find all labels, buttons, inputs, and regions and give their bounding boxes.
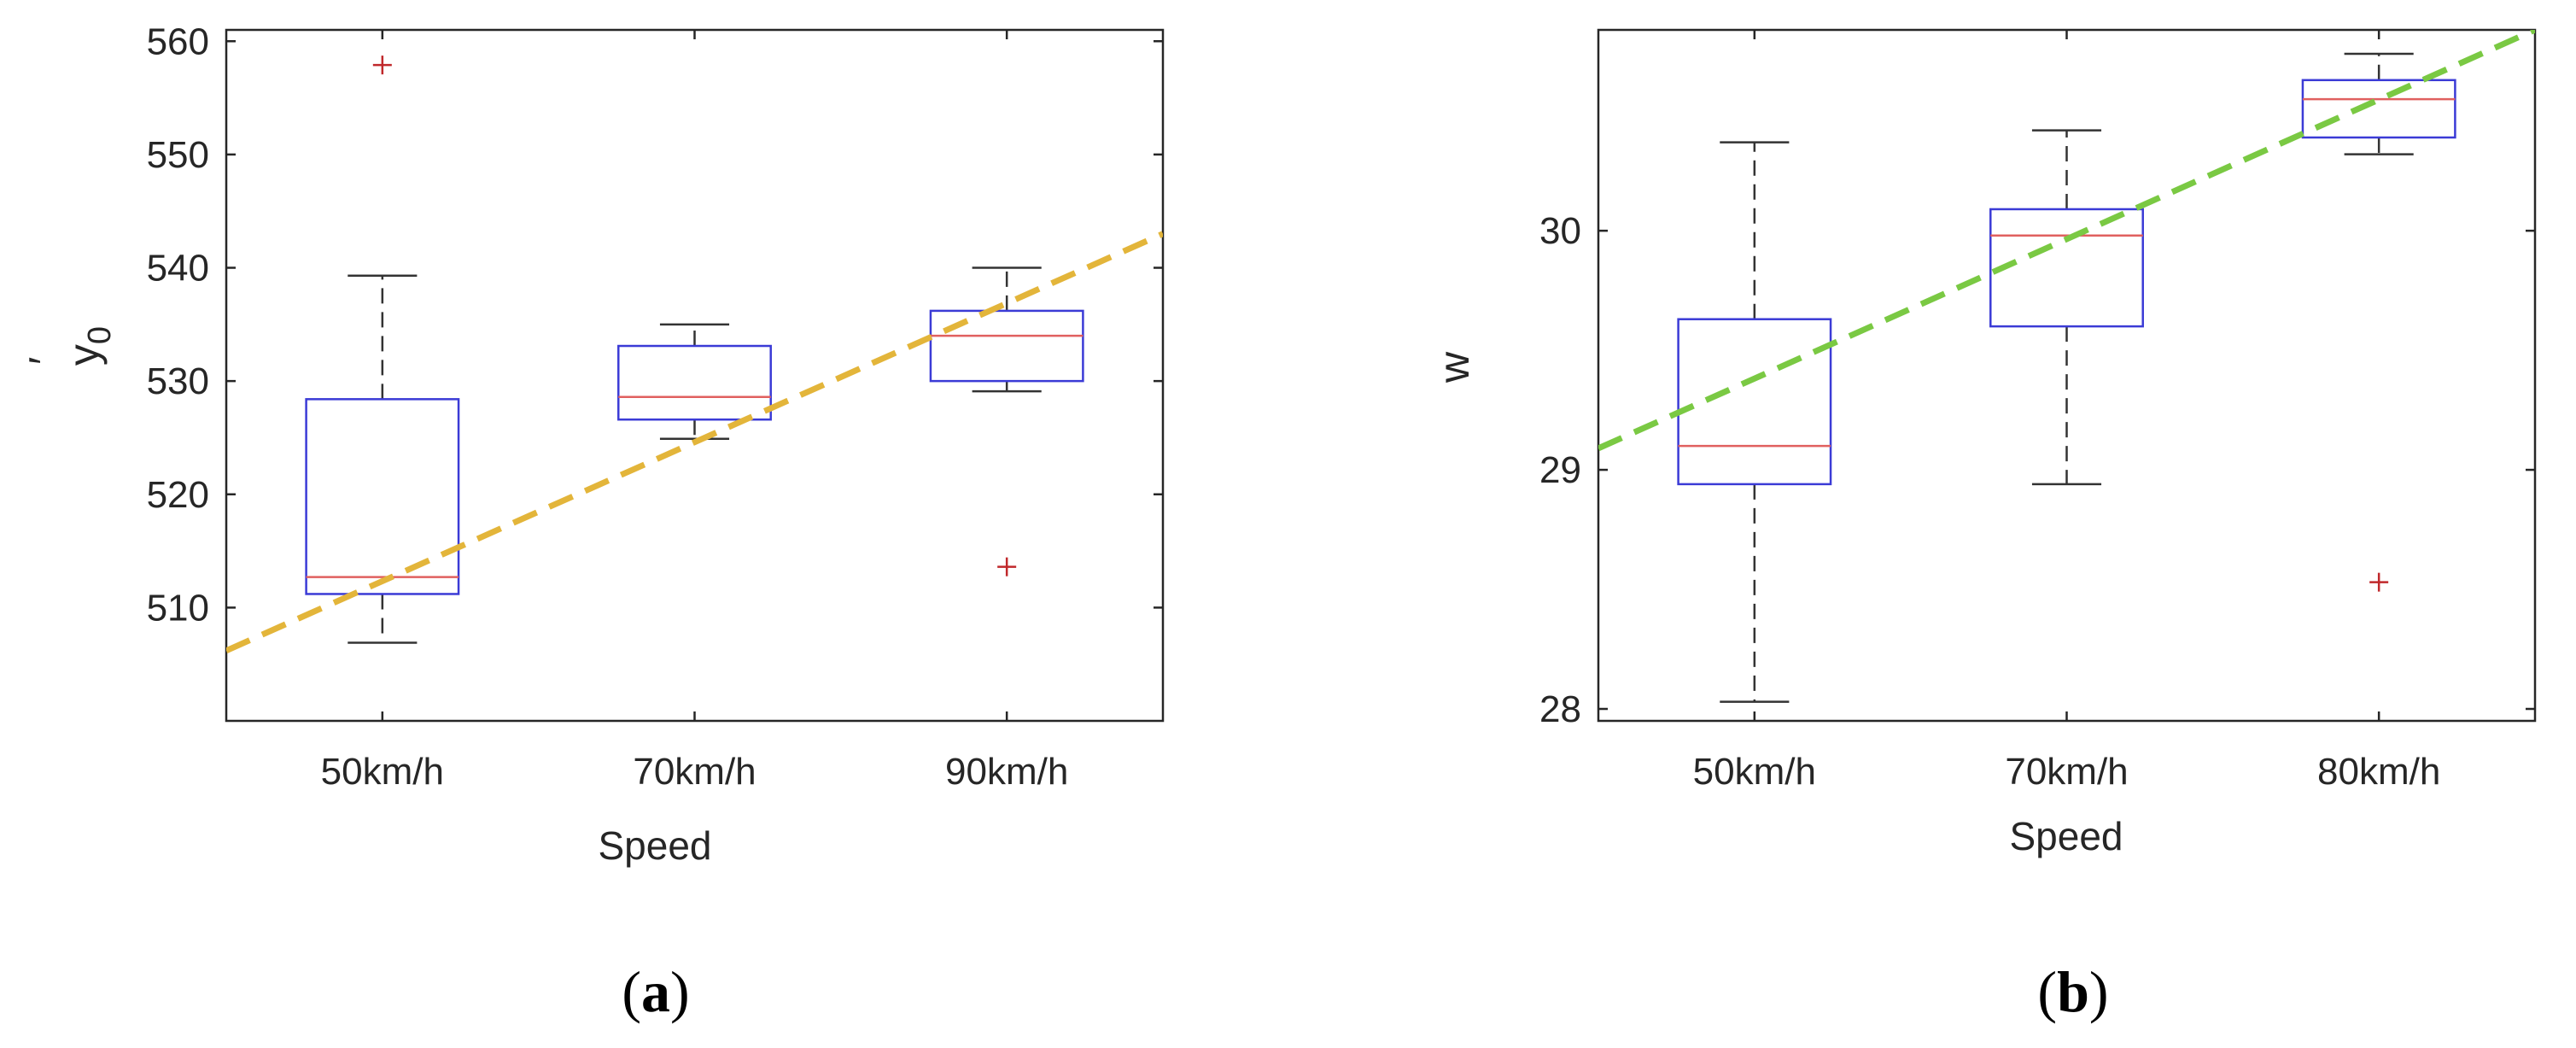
x-tick-labels-a: 50km/h 70km/h 90km/h — [321, 751, 1069, 793]
box-b-0 — [1677, 141, 1832, 703]
ticks-a — [226, 30, 1163, 721]
box-a-0 — [305, 56, 460, 644]
y-tick-label-a-1: 520 — [147, 474, 209, 516]
x-tick-label-b-1: 70km/h — [2005, 751, 2128, 793]
x-axis-title-b: Speed — [2009, 814, 2123, 858]
x-tick-label-a-1: 70km/h — [633, 751, 756, 793]
box-a-2 — [929, 266, 1084, 577]
x-tick-labels-b: 50km/h 70km/h 80km/h — [1693, 751, 2441, 793]
iqr-box-b-0 — [1677, 318, 1832, 486]
ticks-b — [1598, 30, 2535, 721]
iqr-box-a-1 — [617, 344, 772, 421]
y-axis-title-a: y0 ′ — [20, 326, 118, 366]
x-tick-label-b-0: 50km/h — [1693, 751, 1816, 793]
boxes-a — [305, 56, 1084, 644]
box-b-1 — [1989, 129, 2144, 486]
y-tick-label-a-3: 540 — [147, 248, 209, 290]
x-tick-label-b-2: 80km/h — [2317, 751, 2440, 793]
y-axis-title-b: w — [1430, 351, 1478, 383]
outlier-a-0-0 — [372, 56, 392, 75]
y-tick-labels-a: 510 520 530 540 550 560 — [147, 20, 209, 629]
iqr-box-a-2 — [929, 309, 1084, 383]
y-axis-title-a-prime: ′ — [20, 357, 68, 365]
trend-b — [1598, 30, 2535, 452]
chart-panel-b: 28 29 30 50km/h 70km/h 80km/h Speed w (b) — [1430, 28, 2537, 1024]
svg-text:w: w — [1430, 351, 1478, 383]
panel-label-b: (b) — [2037, 959, 2108, 1024]
plot-frame-a — [225, 28, 1165, 723]
y-tick-label-a-0: 510 — [147, 587, 209, 629]
trend-line-b — [1598, 30, 2535, 452]
y-tick-label-b-2: 30 — [1539, 210, 1581, 252]
boxes-b — [1677, 52, 2456, 703]
y-tick-label-b-0: 28 — [1539, 688, 1581, 730]
iqr-box-b-2 — [2301, 79, 2456, 139]
x-axis-title-a: Speed — [598, 823, 711, 868]
x-tick-label-a-0: 50km/h — [321, 751, 444, 793]
y-tick-label-b-1: 29 — [1539, 449, 1581, 491]
iqr-box-b-1 — [1989, 208, 2144, 328]
outlier-a-2-0 — [997, 557, 1017, 577]
y-tick-labels-b: 28 29 30 — [1539, 210, 1581, 730]
y-axis-title-a-subscript: 0 — [82, 326, 118, 344]
y-tick-label-a-2: 530 — [147, 360, 209, 402]
svg-text:y0: y0 — [60, 326, 118, 366]
x-tick-label-a-2: 90km/h — [945, 751, 1068, 793]
y-tick-label-a-5: 560 — [147, 20, 209, 62]
outlier-b-2-0 — [2369, 572, 2389, 592]
chart-panel-a: 510 520 530 540 550 560 50km/h 70km/h 90km/h Sp… — [20, 20, 1165, 1024]
panel-label-a: (a) — [622, 959, 689, 1024]
trend-a — [226, 231, 1163, 653]
trend-line-a — [226, 231, 1163, 653]
iqr-box-a-0 — [305, 398, 460, 595]
y-tick-label-a-4: 550 — [147, 134, 209, 176]
box-b-2 — [2301, 52, 2456, 592]
box-a-1 — [617, 323, 772, 441]
y-axis-title-a-base: y — [60, 344, 108, 366]
